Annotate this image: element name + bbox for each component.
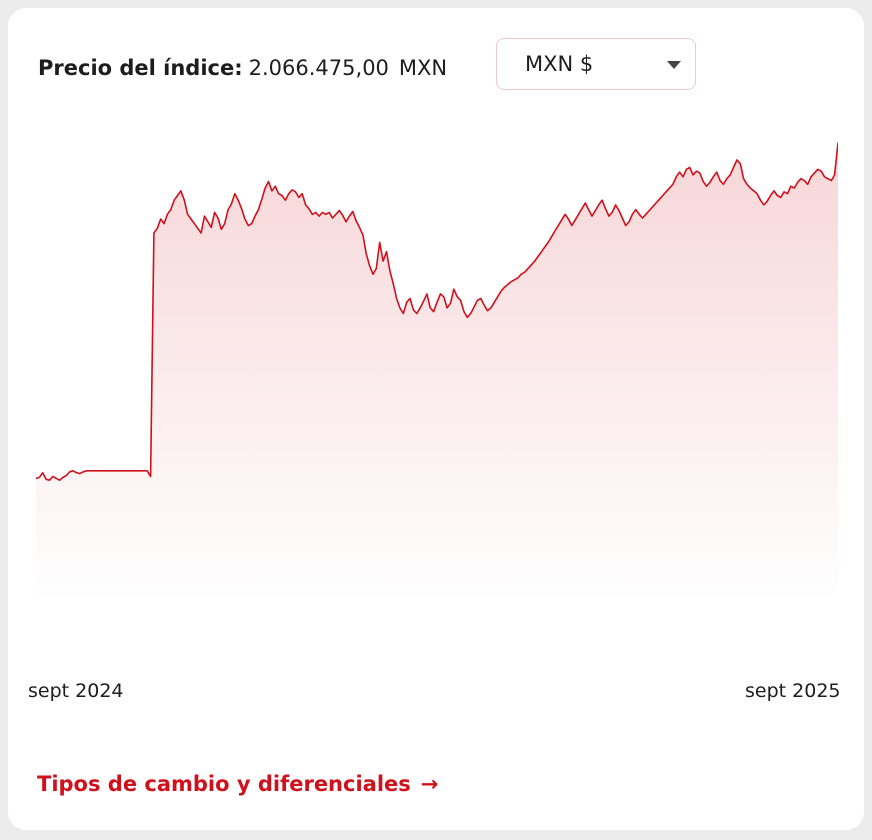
currency-selected-value: MXN $ xyxy=(525,52,594,76)
exchange-rates-link[interactable]: Tipos de cambio y diferenciales → xyxy=(37,772,438,796)
price-series-line xyxy=(35,142,839,481)
index-price-card: Precio del índice: 2.066.475,00 MXN MXN $ … xyxy=(8,8,864,830)
price-label: Precio del índice: xyxy=(38,56,243,80)
currency-select[interactable]: MXN $ xyxy=(496,38,696,90)
price-value: 2.066.475,00 xyxy=(248,56,389,80)
price-chart-svg xyxy=(35,142,839,602)
price-chart xyxy=(35,118,839,618)
arrow-right-icon: → xyxy=(420,772,439,796)
x-tick-label-start: sept 2024 xyxy=(28,680,124,702)
chevron-down-icon xyxy=(667,61,681,69)
index-price-row: Precio del índice: 2.066.475,00 MXN xyxy=(38,56,447,80)
price-unit: MXN xyxy=(398,56,448,80)
exchange-rates-link-label: Tipos de cambio y diferenciales xyxy=(37,772,411,796)
x-tick-label-end: sept 2025 xyxy=(745,680,841,702)
price-area-fill xyxy=(36,142,838,602)
